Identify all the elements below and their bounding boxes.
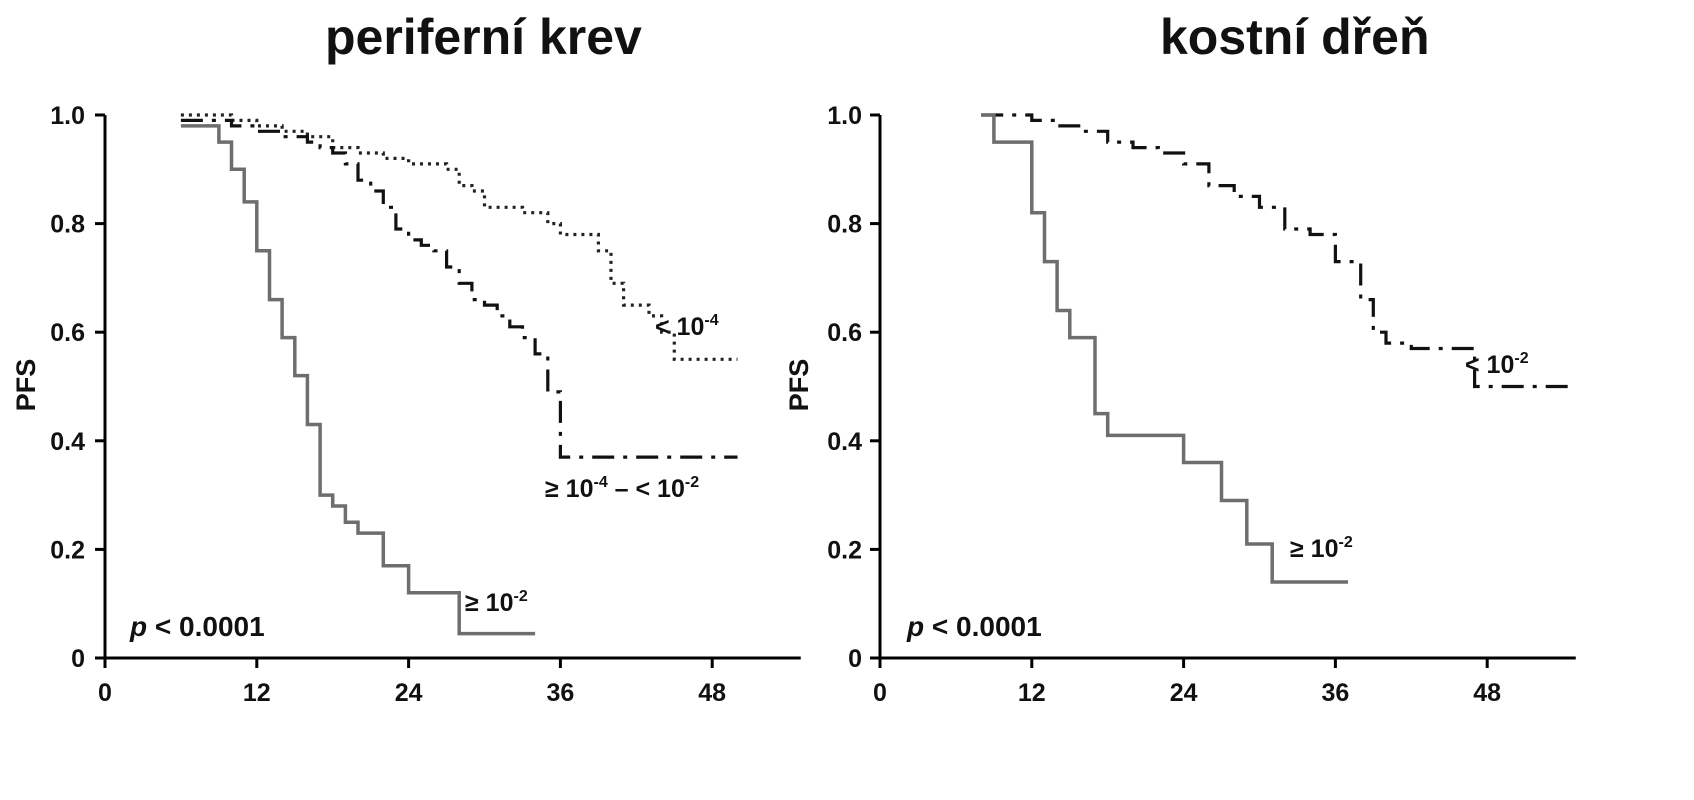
x-tick-label: 48 — [1473, 679, 1501, 707]
x-tick-label: 24 — [395, 679, 423, 707]
p-value-annotation: p < 0.0001 — [129, 611, 265, 642]
series-label-0: < 10-2 — [1465, 350, 1529, 379]
series-label-0: < 10-4 — [655, 312, 719, 341]
plot-panel-1: 0 0.2 0.4 0.6 0.8 1.0 0 12 24 36 48 PFS < 10-2 ≥ 10-2… — [784, 102, 1576, 707]
plot-panel-0: 0 0.2 0.4 0.6 0.8 1.0 0 12 24 36 48 PFS < 10-4 ≥ 10-4… — [11, 102, 801, 707]
y-tick-label: 0.2 — [827, 536, 862, 564]
series-label-1: ≥ 10-4 – < 10-2 — [545, 474, 699, 503]
chart-title-bone-marrow: kostní dřeň — [1160, 9, 1430, 65]
y-tick-label: 0.6 — [827, 319, 862, 347]
y-tick-label: 0.4 — [827, 428, 862, 456]
x-tick-label: 48 — [698, 679, 726, 707]
x-tick-label: 12 — [1018, 679, 1046, 707]
x-tick-label: 36 — [546, 679, 574, 707]
survival-curve-1 — [180, 118, 738, 459]
p-value-annotation: p < 0.0001 — [906, 611, 1042, 642]
survival-curve-0 — [180, 113, 738, 361]
y-tick-label: 1.0 — [50, 102, 85, 130]
survival-curve-1 — [981, 113, 1348, 584]
y-tick-label: 1.0 — [827, 102, 862, 130]
chart-title-peripheral-blood: periferní krev — [325, 9, 642, 65]
series-label-1: ≥ 10-2 — [1290, 534, 1353, 563]
y-axis-label: PFS — [784, 359, 814, 412]
x-tick-label: 36 — [1321, 679, 1349, 707]
x-tick-label: 24 — [1170, 679, 1198, 707]
y-axis-label: PFS — [11, 359, 41, 412]
survival-curve-2 — [180, 124, 536, 636]
y-tick-label: 0 — [848, 645, 862, 673]
x-tick-label: 0 — [873, 679, 887, 707]
y-tick-label: 0 — [71, 645, 85, 673]
y-tick-label: 0.2 — [50, 536, 85, 564]
x-tick-label: 0 — [98, 679, 112, 707]
y-tick-label: 0.6 — [50, 319, 85, 347]
y-tick-label: 0.4 — [50, 428, 85, 456]
y-tick-label: 0.8 — [827, 211, 862, 239]
series-label-2: ≥ 10-2 — [465, 588, 528, 617]
survival-curve-0 — [981, 113, 1576, 389]
x-tick-label: 12 — [243, 679, 271, 707]
y-tick-label: 0.8 — [50, 211, 85, 239]
